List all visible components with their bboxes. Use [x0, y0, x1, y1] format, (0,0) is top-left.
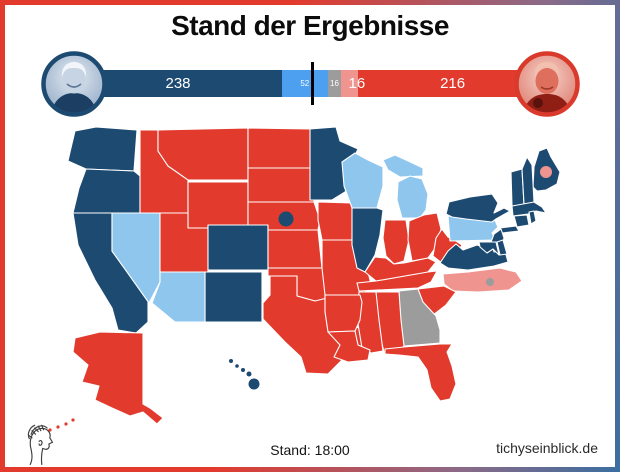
state-sd: [247, 167, 315, 203]
biden-photo: [41, 51, 107, 117]
state-nh: [521, 156, 535, 207]
state-hi-island: [241, 368, 245, 372]
majority-tick: [311, 62, 314, 105]
state-co: [207, 224, 269, 271]
maine-district-2-dot: [540, 166, 552, 178]
state-fl: [384, 343, 457, 402]
nebraska-district-2-dot: [278, 211, 294, 227]
state-ak-island: [64, 422, 68, 426]
state-hi-island: [246, 371, 252, 377]
state-wi: [341, 152, 384, 209]
state-hi-island: [235, 364, 239, 368]
state-wa: [67, 126, 138, 172]
trump-photo: [514, 51, 580, 117]
site-text: tichyseinblick.de: [496, 440, 598, 456]
state-ak-island: [71, 418, 75, 422]
state-ny: [445, 193, 511, 223]
dc-dot: [486, 278, 494, 286]
state-az: [151, 271, 206, 323]
state-ny-long-island: [499, 225, 520, 234]
state-nc: [442, 267, 523, 293]
state-ks: [267, 229, 323, 269]
state-ar: [324, 294, 363, 333]
state-ri: [528, 210, 537, 225]
state-hi-island: [229, 359, 233, 363]
state-nm: [204, 271, 263, 323]
state-mi-upper: [382, 154, 424, 178]
state-wy: [187, 181, 249, 229]
state-hi-island: [248, 378, 260, 390]
state-nd: [247, 127, 313, 169]
state-in: [382, 219, 410, 265]
state-ak: [72, 331, 164, 425]
state-mi: [396, 175, 429, 219]
state-or: [72, 168, 141, 214]
state-ct: [513, 214, 530, 228]
